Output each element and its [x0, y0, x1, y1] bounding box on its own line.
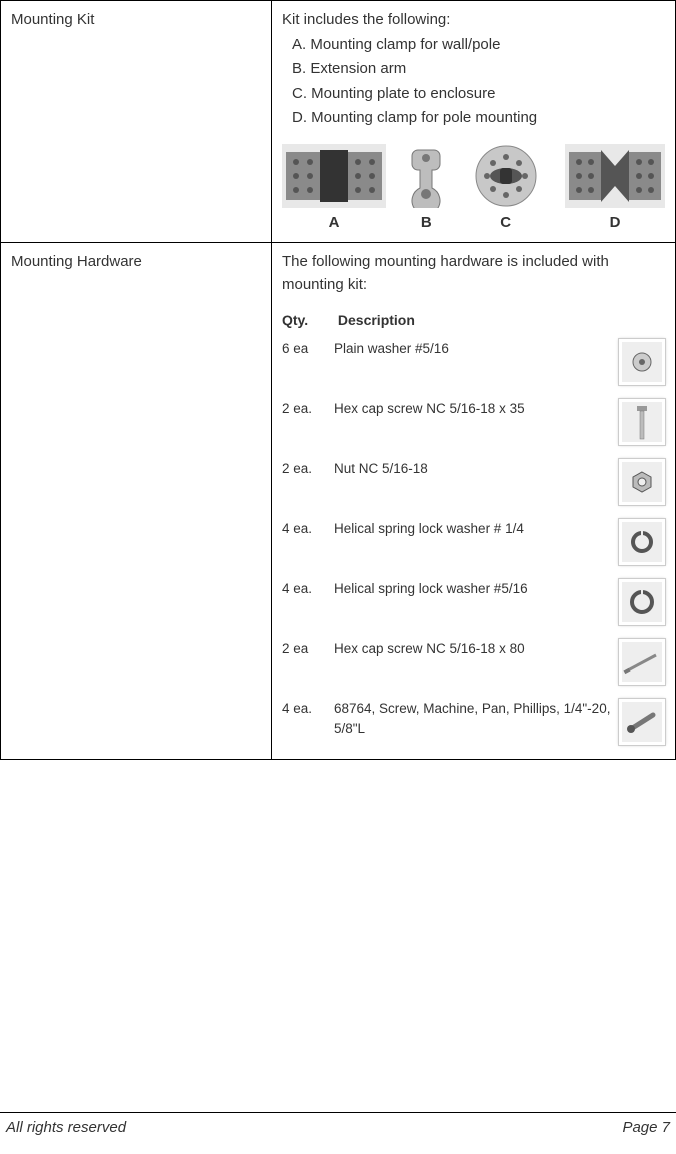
- kit-item: A. Mounting clamp for wall/pole: [292, 34, 665, 57]
- kit-image-a: [282, 144, 386, 208]
- page-footer: All rights reserved Page 7: [0, 1112, 676, 1154]
- kit-image-d: [565, 144, 665, 208]
- hw-thumb-machinescrew-icon: [619, 699, 665, 745]
- hw-thumb-lockwasher-icon: [619, 579, 665, 625]
- kit-item: B. Extension arm: [292, 58, 665, 81]
- hardware-row: 4 ea. 68764, Screw, Machine, Pan, Philli…: [282, 699, 665, 745]
- hardware-row: 2 ea Hex cap screw NC 5/16-18 x 80: [282, 639, 665, 685]
- kit-image-c: [467, 144, 545, 208]
- hw-desc: Hex cap screw NC 5/16-18 x 35: [334, 399, 619, 419]
- hardware-row: 4 ea. Helical spring lock washer #5/16: [282, 579, 665, 625]
- mounting-kit-label: Mounting Kit: [11, 11, 94, 28]
- hardware-table-header: Qty. Description: [282, 310, 665, 331]
- hw-qty: 4 ea.: [282, 699, 334, 719]
- hw-desc: Helical spring lock washer # 1/4: [334, 519, 619, 539]
- kit-image-label: A: [282, 212, 386, 235]
- kit-image-labels: A B C D: [282, 212, 665, 235]
- hw-qty: 6 ea: [282, 339, 334, 359]
- hardware-row: 6 ea Plain washer #5/16: [282, 339, 665, 385]
- mounting-kit-intro: Kit includes the following:: [282, 9, 665, 32]
- cell-mounting-hardware-content: The following mounting hardware is inclu…: [272, 243, 676, 760]
- cell-mounting-hardware-label: Mounting Hardware: [1, 243, 272, 760]
- hw-desc: Hex cap screw NC 5/16-18 x 80: [334, 639, 619, 659]
- row-mounting-kit: Mounting Kit Kit includes the following:…: [1, 1, 676, 243]
- hw-qty: 4 ea.: [282, 519, 334, 539]
- spec-table: Mounting Kit Kit includes the following:…: [0, 0, 676, 760]
- header-desc: Description: [338, 312, 415, 328]
- kit-image-label: C: [467, 212, 545, 235]
- hw-thumb-washer-icon: [619, 339, 665, 385]
- kit-image-b: [406, 144, 446, 208]
- header-qty: Qty.: [282, 310, 334, 331]
- hw-qty: 2 ea: [282, 639, 334, 659]
- kit-image-label: B: [406, 212, 446, 235]
- cell-mounting-kit-label: Mounting Kit: [1, 1, 272, 243]
- kit-item-list: A. Mounting clamp for wall/pole B. Exten…: [282, 34, 665, 130]
- hw-qty: 2 ea.: [282, 459, 334, 479]
- hw-desc: Nut NC 5/16-18: [334, 459, 619, 479]
- hw-desc: 68764, Screw, Machine, Pan, Phillips, 1/…: [334, 699, 619, 740]
- hw-desc: Helical spring lock washer #5/16: [334, 579, 619, 599]
- row-mounting-hardware: Mounting Hardware The following mounting…: [1, 243, 676, 760]
- hw-thumb-lockwasher-icon: [619, 519, 665, 565]
- footer-left: All rights reserved: [6, 1119, 126, 1136]
- hw-qty: 4 ea.: [282, 579, 334, 599]
- hw-thumb-hexscrew-icon: [619, 399, 665, 445]
- mounting-hardware-label: Mounting Hardware: [11, 253, 142, 270]
- hardware-row: 2 ea. Nut NC 5/16-18: [282, 459, 665, 505]
- hardware-row: 2 ea. Hex cap screw NC 5/16-18 x 35: [282, 399, 665, 445]
- kit-image-label: D: [565, 212, 665, 235]
- hw-thumb-longscrew-icon: [619, 639, 665, 685]
- hw-thumb-nut-icon: [619, 459, 665, 505]
- hw-desc: Plain washer #5/16: [334, 339, 619, 359]
- footer-right: Page 7: [622, 1119, 670, 1136]
- kit-images-row: [282, 144, 665, 208]
- mounting-hardware-intro: The following mounting hardware is inclu…: [282, 251, 665, 296]
- cell-mounting-kit-content: Kit includes the following: A. Mounting …: [272, 1, 676, 243]
- kit-item: D. Mounting clamp for pole mounting: [292, 107, 665, 130]
- hardware-row: 4 ea. Helical spring lock washer # 1/4: [282, 519, 665, 565]
- kit-item: C. Mounting plate to enclosure: [292, 83, 665, 106]
- hw-qty: 2 ea.: [282, 399, 334, 419]
